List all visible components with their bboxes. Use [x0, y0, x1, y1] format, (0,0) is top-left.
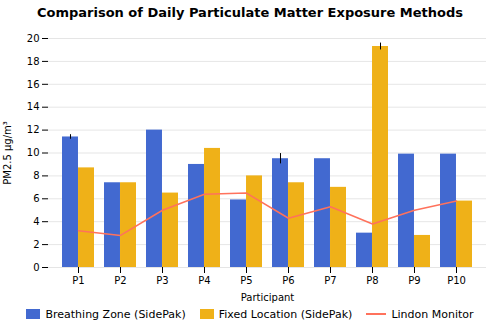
svg-text:20: 20	[27, 33, 40, 44]
svg-text:P5: P5	[240, 275, 252, 286]
svg-text:14: 14	[27, 101, 40, 112]
svg-text:P2: P2	[114, 275, 126, 286]
svg-text:P7: P7	[324, 275, 336, 286]
svg-text:16: 16	[27, 79, 40, 90]
svg-text:P1: P1	[72, 275, 84, 286]
svg-text:0: 0	[33, 262, 39, 273]
html-text:Fixed Location (SidePak): Fixed Location (SidePak)	[218, 307, 353, 321]
svg-text:P10: P10	[447, 275, 466, 286]
html-text:Lindon Monitor: Lindon Monitor	[391, 307, 474, 321]
svg-text:Participant: Participant	[241, 292, 295, 303]
svg-text:P4: P4	[198, 275, 210, 286]
svg-text:P8: P8	[366, 275, 378, 286]
svg-text:8: 8	[33, 170, 39, 181]
svg-text:P3: P3	[156, 275, 168, 286]
html-text:Comparison of Daily Particulat: Comparison of Daily Particulate Matter E…	[36, 5, 464, 20]
svg-text:6: 6	[33, 193, 39, 204]
svg-text:PM2.5 μg/m³: PM2.5 μg/m³	[2, 121, 13, 185]
svg-text:12: 12	[27, 124, 40, 135]
svg-text:2: 2	[33, 239, 39, 250]
svg-text:P9: P9	[408, 275, 420, 286]
svg-text:18: 18	[27, 56, 40, 67]
html-text:Breathing Zone (SidePak): Breathing Zone (SidePak)	[45, 307, 186, 321]
svg-text:P6: P6	[282, 275, 294, 286]
svg-text:10: 10	[27, 147, 40, 158]
svg-text:4: 4	[33, 216, 39, 227]
